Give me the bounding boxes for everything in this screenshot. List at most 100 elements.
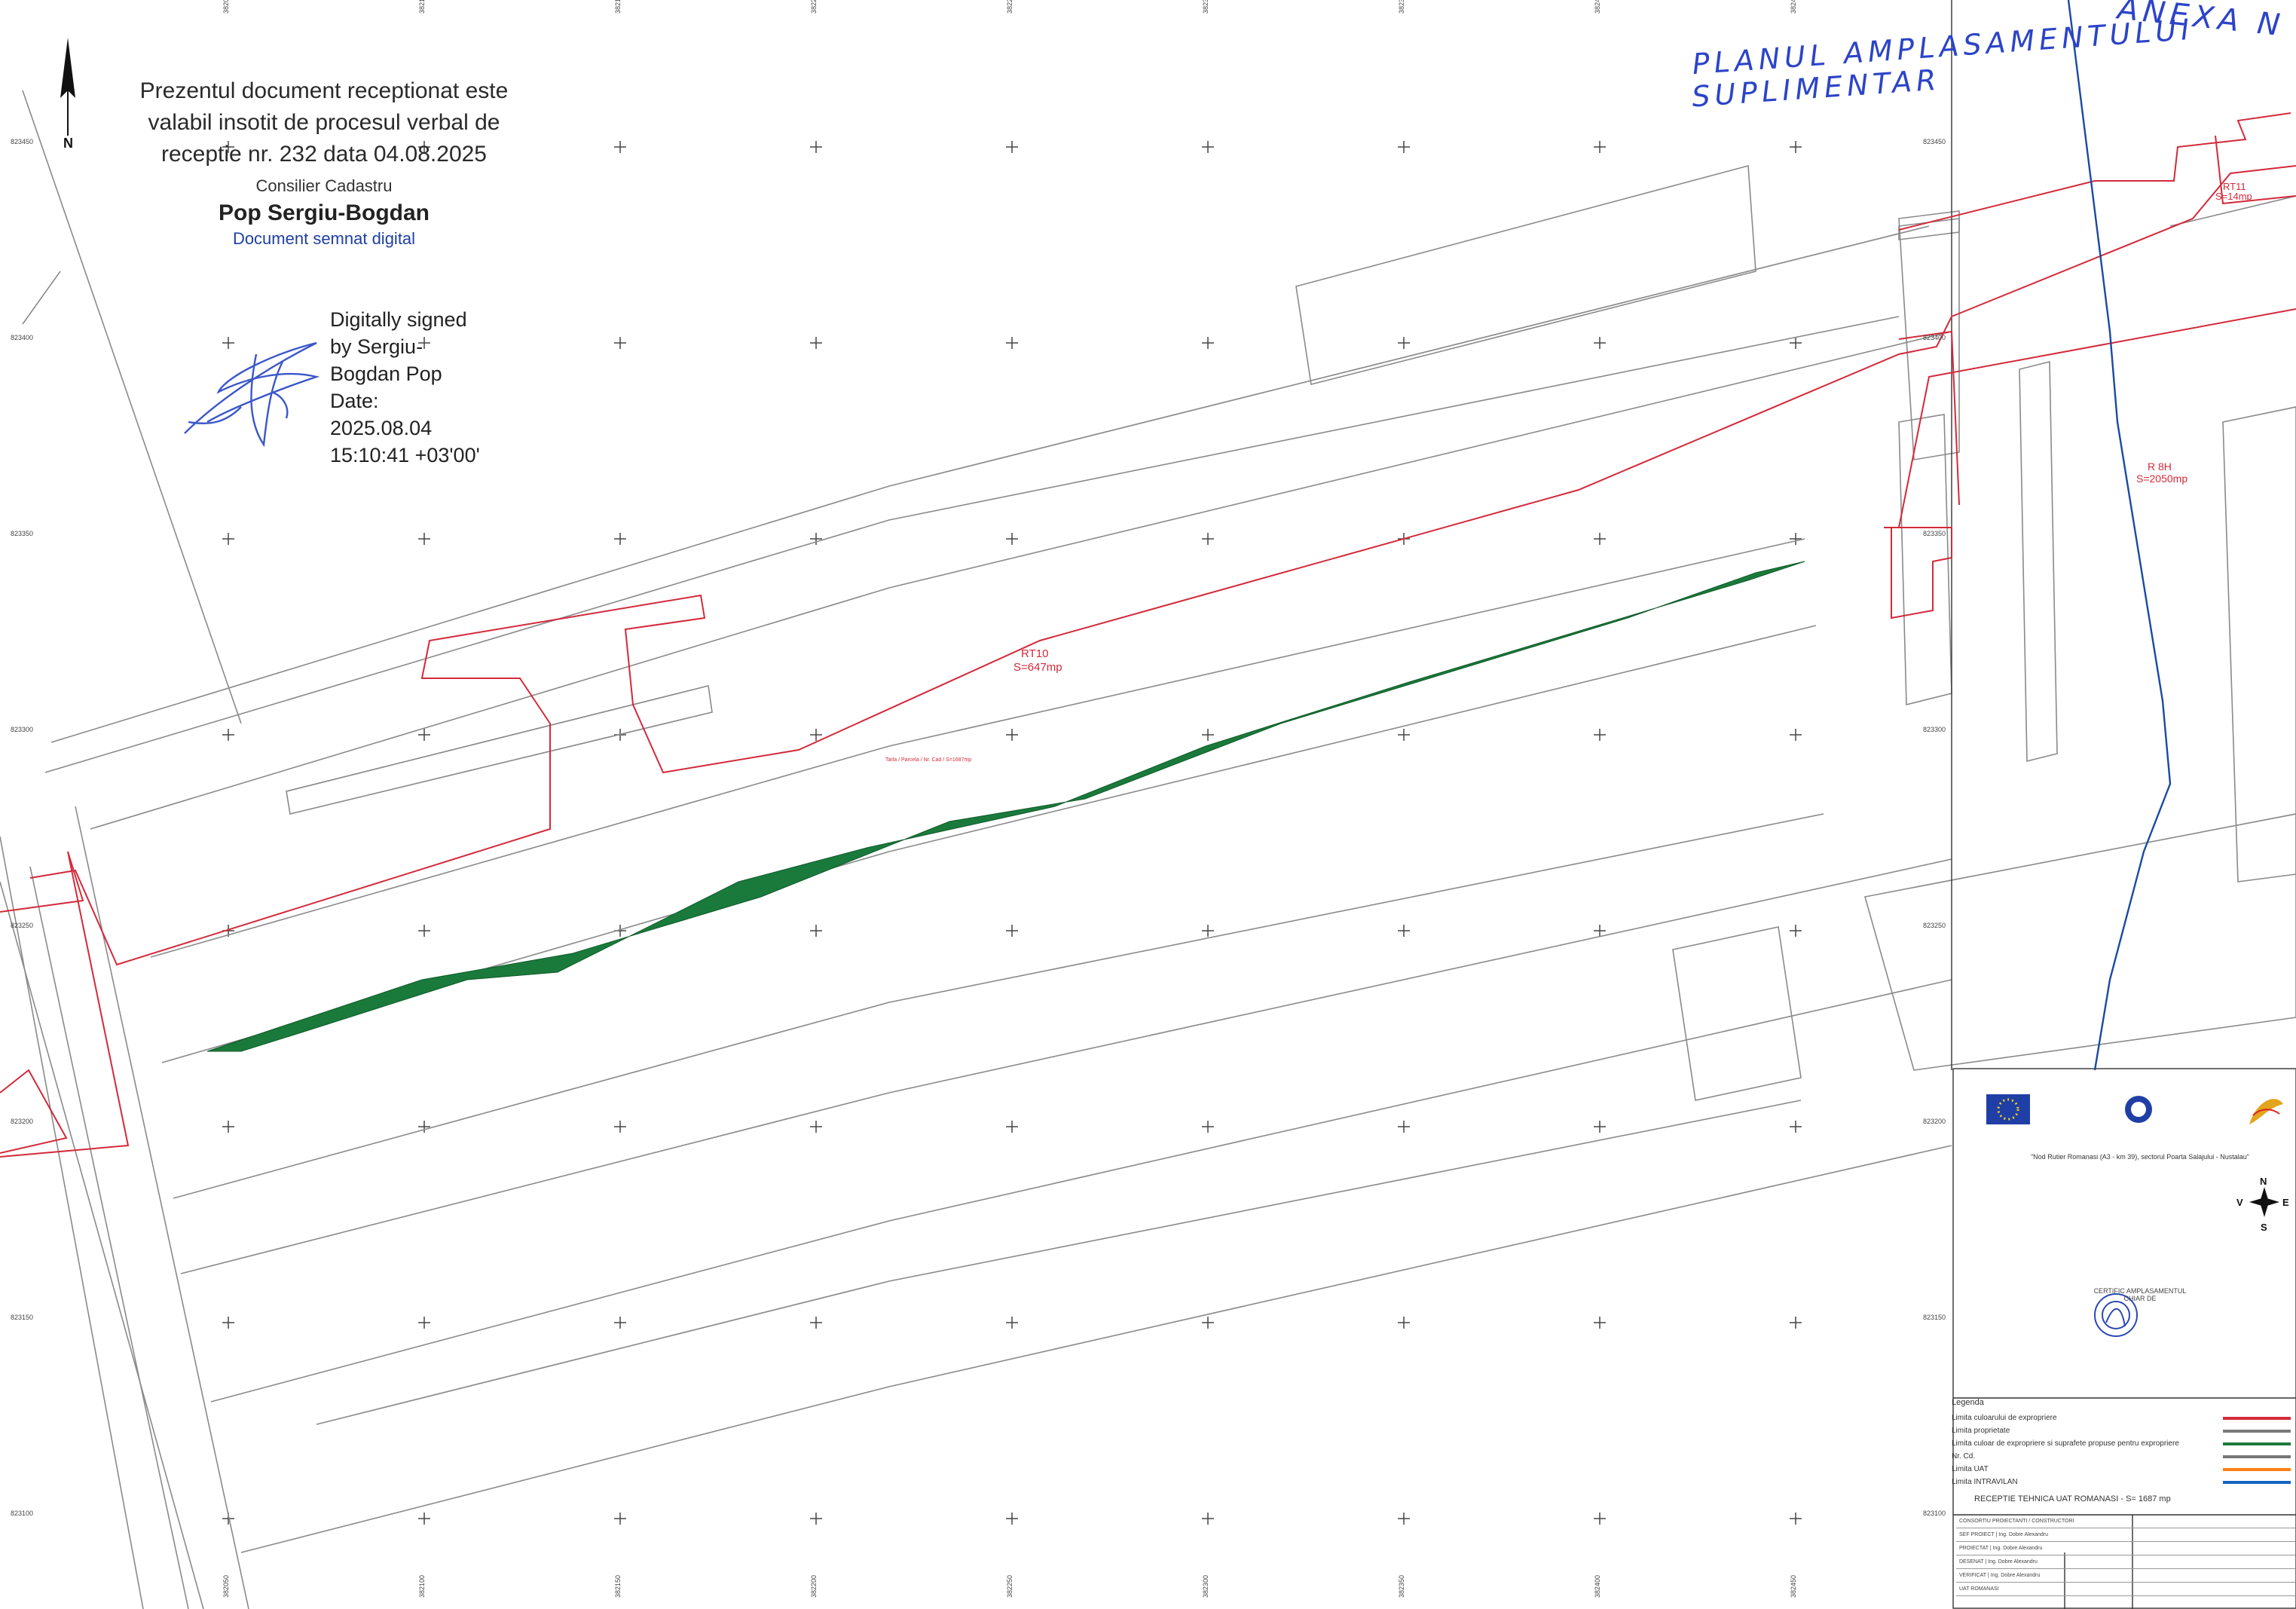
grid-y-label: 823300 xyxy=(11,726,33,733)
legend-label: Nr. Cd. xyxy=(1952,1452,1976,1461)
grid-x-label: 382100 xyxy=(418,0,426,14)
legend-row: Limita culoar de expropriere si suprafet… xyxy=(1952,1437,2291,1450)
grid-x-label: 382450 xyxy=(1790,0,1797,14)
project-title: "Nod Rutier Romanasi (A3 - km 39), secto… xyxy=(2030,1153,2249,1161)
eu-flag-icon xyxy=(1986,1094,2030,1124)
r8-area: S=2050mp xyxy=(2136,473,2187,485)
grid-y-label: 823400 xyxy=(1923,334,1946,341)
compass-e: E xyxy=(2282,1197,2289,1208)
grid-x-label: 382050 xyxy=(222,1575,230,1598)
grid-x-label: 382400 xyxy=(1594,0,1601,14)
grid-y-label: 823350 xyxy=(1923,530,1946,537)
grid-x-label: 382450 xyxy=(1790,1575,1797,1598)
title-block-row: VERIFICAT | Ing. Dobre Alexandru xyxy=(1956,1569,2295,1583)
grid-y-label: 823450 xyxy=(1923,138,1946,145)
legend-row: Limita UAT xyxy=(1952,1463,2291,1476)
certificate-text: CERTIFIC AMPLASAMENTUL CHIAR DE xyxy=(2093,1287,2187,1302)
grid-y-label: 823250 xyxy=(11,922,33,929)
grid-y-label: 823100 xyxy=(11,1510,33,1517)
grid-y-label: 823450 xyxy=(11,138,33,145)
compass-rose-icon xyxy=(2249,1187,2279,1217)
legend-row: Nr. Cd. xyxy=(1952,1450,2291,1463)
centre-note: Tarla / Parcela / Nr. Cad / S=1687mp xyxy=(885,757,971,763)
grid-x-label: 382150 xyxy=(614,1575,622,1598)
title-block-row: CONSORTIU PROIECTANTI / CONSTRUCTORI xyxy=(1956,1515,2295,1528)
r8-label: R 8H xyxy=(2148,460,2172,473)
compass-s: S xyxy=(2261,1222,2267,1233)
grid-x-label: 382300 xyxy=(1202,1575,1209,1598)
grid-y-label: 823200 xyxy=(1923,1118,1946,1125)
grid-y-label: 823300 xyxy=(1923,726,1946,733)
compass-v: V xyxy=(2236,1197,2243,1208)
legend-label: Limita INTRAVILAN xyxy=(1952,1478,2018,1486)
grid-y-label: 823400 xyxy=(11,334,33,341)
grid-x-label: 382400 xyxy=(1594,1575,1601,1598)
sig-line: 2025.08.04 xyxy=(330,417,433,439)
grid-x-label: 382050 xyxy=(222,0,230,14)
certificate-stamp-icon xyxy=(2094,1293,2138,1337)
legend-swatch xyxy=(2223,1467,2291,1471)
grid-y-label: 823100 xyxy=(1923,1510,1946,1517)
legend-label: Limita proprietate xyxy=(1952,1427,2010,1435)
grid-x-label: 382100 xyxy=(418,1575,426,1598)
grid-x-label: 382150 xyxy=(614,0,622,14)
sig-line: 15:10:41 +03'00' xyxy=(330,444,480,466)
property-boundaries xyxy=(0,90,2296,1609)
grid-y-label: 823250 xyxy=(1923,922,1946,929)
sig-line: Bogdan Pop xyxy=(330,362,442,385)
expropriation-boundary xyxy=(0,112,2296,1158)
legend-row: Limita proprietate xyxy=(1952,1424,2291,1437)
title-block-row: PROIECTAT | Ing. Dobre Alexandru xyxy=(1956,1542,2295,1555)
stamp-signed: Document semnat digital xyxy=(232,229,416,248)
grid-y-label: 823150 xyxy=(11,1314,33,1321)
sig-line: Date: xyxy=(330,390,379,412)
ministry-logo-icon xyxy=(2249,1099,2283,1124)
rt11-label: RT11 xyxy=(2223,181,2246,192)
rt10-label: RT10 xyxy=(1021,647,1048,660)
legend-row: Limita INTRAVILAN xyxy=(1952,1476,2291,1488)
legend-swatch xyxy=(2223,1429,2291,1433)
digital-signature: Digitally signed by Sergiu- Bogdan Pop D… xyxy=(330,306,526,469)
grid-x-label: 382250 xyxy=(1006,1575,1013,1598)
legend-swatch xyxy=(2223,1480,2291,1484)
grid-y-label: 823200 xyxy=(11,1118,33,1125)
legend-swatch xyxy=(2223,1416,2291,1420)
title-block-row: UAT ROMANASI xyxy=(1956,1583,2295,1596)
legend-label: Limita UAT xyxy=(1952,1465,1989,1473)
legend-row: Limita culoarului de expropriere xyxy=(1952,1412,2291,1424)
stamp-line-2: valabil insotit de procesul verbal de xyxy=(148,110,500,135)
rt11-area: S=14mp xyxy=(2215,191,2252,202)
gov-seal-icon xyxy=(2125,1096,2152,1123)
legend-label: Limita culoar de expropriere si suprafet… xyxy=(1952,1439,2179,1448)
north-arrow-label: N xyxy=(63,136,73,151)
stamp-name: Pop Sergiu-Bogdan xyxy=(219,200,430,225)
stamp-role: Consilier Cadastru xyxy=(255,176,393,195)
reception-stamp: Prezentul document receptionat este vala… xyxy=(113,75,535,249)
sig-line: by Sergiu- xyxy=(330,335,423,358)
grid-x-label: 382250 xyxy=(1006,0,1013,14)
compass-n: N xyxy=(2260,1176,2267,1187)
handwritten-signature xyxy=(184,341,320,448)
grid-x-label: 382200 xyxy=(810,0,818,14)
grid-x-label: 382350 xyxy=(1398,0,1405,14)
legend-title: Legenda xyxy=(1952,1398,1984,1407)
legend-swatch xyxy=(2223,1455,2291,1458)
north-arrow-icon xyxy=(60,38,75,136)
rt10-area: S=647mp xyxy=(1013,661,1062,674)
sig-line: Digitally signed xyxy=(330,308,467,331)
stamp-line-1: Prezentul document receptionat este xyxy=(139,78,509,103)
legend-swatch xyxy=(2223,1442,2291,1445)
grid-crosses xyxy=(222,141,1802,1525)
grid-y-label: 823150 xyxy=(1923,1314,1946,1321)
title-block-row: DESENAT | Ing. Dobre Alexandru xyxy=(1956,1555,2295,1569)
grid-x-label: 382350 xyxy=(1398,1575,1405,1598)
reception-note: RECEPTIE TEHNICA UAT ROMANASI - S= 1687 … xyxy=(1974,1494,2171,1503)
legend-label: Limita culoarului de expropriere xyxy=(1952,1414,2057,1422)
grid-x-label: 382200 xyxy=(810,1575,818,1598)
stamp-line-3: receptie nr. 232 data 04.08.2025 xyxy=(161,142,487,167)
grid-y-label: 823350 xyxy=(11,530,33,537)
grid-labels: 382050 382050 382100 382100 382150 382150 3822… xyxy=(11,0,1946,1598)
legend: Legenda Limita culoarului de expropriere… xyxy=(1952,1398,2291,1488)
title-block-row: SEF PROIECT | Ing. Dobre Alexandru xyxy=(1956,1528,2295,1542)
